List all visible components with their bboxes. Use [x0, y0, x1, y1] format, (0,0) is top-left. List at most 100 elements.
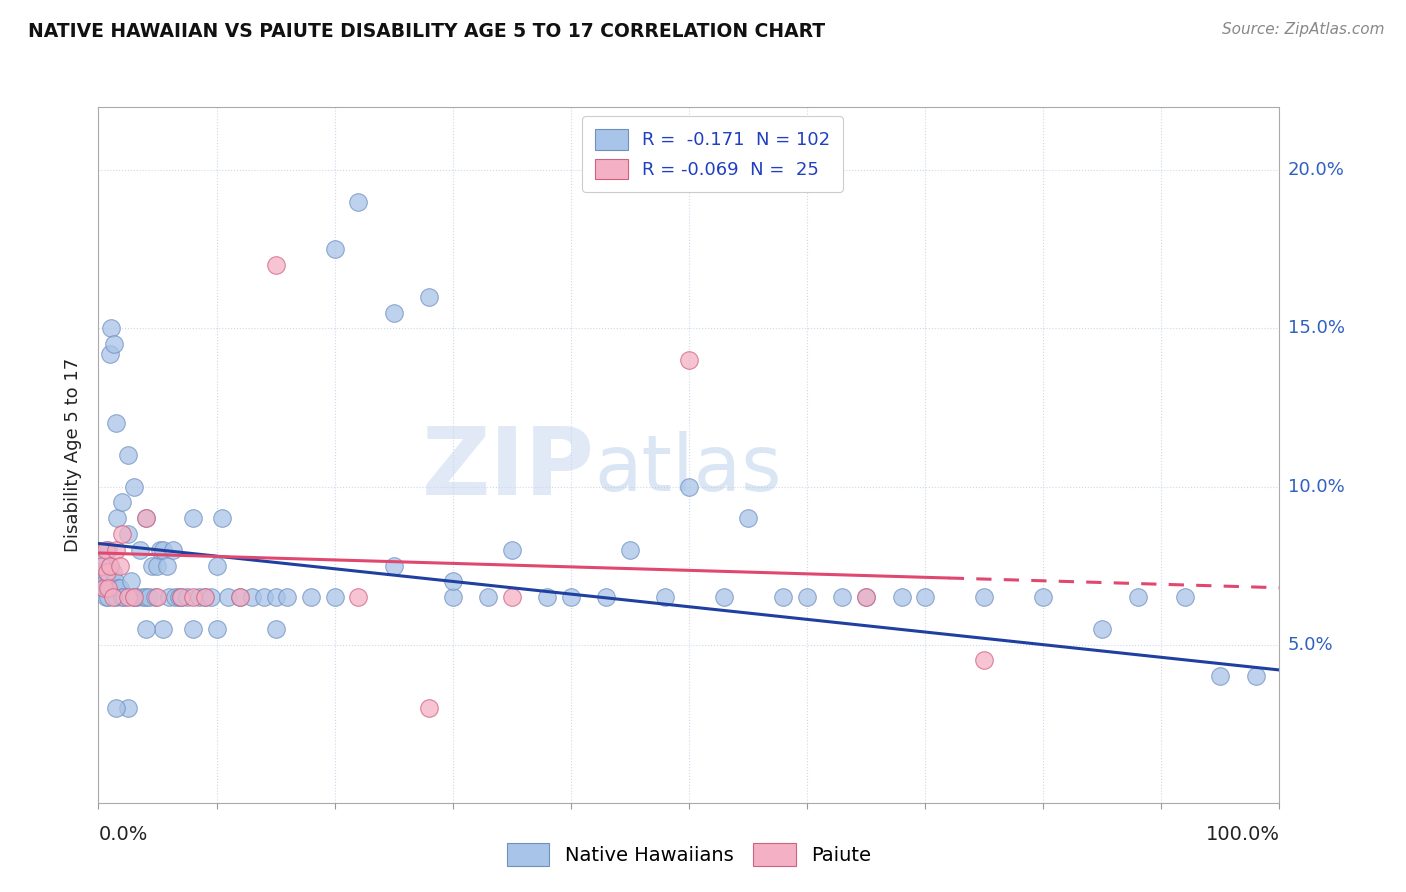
- Point: [91, 558, 114, 573]
- Point: [93, 581, 115, 595]
- Point: [441, 591, 464, 605]
- Point: [138, 591, 160, 605]
- Point: [187, 591, 209, 605]
- Point: [347, 194, 370, 209]
- Point: [93, 549, 115, 563]
- Point: [619, 542, 641, 557]
- Point: [181, 511, 204, 525]
- Point: [97, 542, 120, 557]
- Point: [914, 591, 936, 605]
- Point: [100, 321, 122, 335]
- Point: [141, 558, 163, 573]
- Point: [382, 305, 405, 319]
- Point: [117, 701, 139, 715]
- Point: [1091, 622, 1114, 636]
- Point: [211, 511, 233, 525]
- Point: [94, 574, 117, 589]
- Point: [194, 591, 217, 605]
- Point: [299, 591, 322, 605]
- Point: [146, 558, 169, 573]
- Point: [111, 591, 134, 605]
- Point: [157, 591, 180, 605]
- Point: [143, 591, 166, 605]
- Point: [146, 591, 169, 605]
- Point: [98, 574, 121, 589]
- Point: [205, 558, 228, 573]
- Point: [855, 591, 877, 605]
- Point: [101, 565, 124, 579]
- Point: [127, 591, 149, 605]
- Point: [128, 542, 150, 557]
- Point: [149, 542, 172, 557]
- Point: [111, 495, 134, 509]
- Point: [152, 622, 174, 636]
- Point: [181, 622, 204, 636]
- Point: [105, 417, 128, 431]
- Point: [122, 591, 145, 605]
- Point: [105, 701, 128, 715]
- Point: [973, 591, 995, 605]
- Point: [98, 347, 121, 361]
- Point: [323, 243, 346, 257]
- Point: [170, 591, 193, 605]
- Point: [194, 591, 217, 605]
- Point: [737, 511, 759, 525]
- Point: [253, 591, 276, 605]
- Point: [240, 591, 263, 605]
- Point: [323, 591, 346, 605]
- Point: [200, 591, 222, 605]
- Legend: R =  -0.171  N = 102, R = -0.069  N =  25: R = -0.171 N = 102, R = -0.069 N = 25: [582, 116, 842, 192]
- Point: [418, 701, 440, 715]
- Point: [107, 581, 129, 595]
- Point: [560, 591, 582, 605]
- Point: [156, 558, 179, 573]
- Point: [382, 558, 405, 573]
- Point: [105, 511, 128, 525]
- Point: [111, 527, 134, 541]
- Point: [501, 542, 523, 557]
- Point: [973, 653, 995, 667]
- Point: [217, 591, 239, 605]
- Text: 5.0%: 5.0%: [1288, 636, 1333, 654]
- Text: 10.0%: 10.0%: [1288, 477, 1344, 496]
- Point: [105, 542, 128, 557]
- Point: [890, 591, 912, 605]
- Point: [91, 568, 114, 582]
- Point: [97, 591, 120, 605]
- Text: 100.0%: 100.0%: [1205, 825, 1279, 844]
- Point: [152, 542, 174, 557]
- Point: [112, 591, 135, 605]
- Point: [678, 353, 700, 368]
- Point: [96, 565, 118, 579]
- Point: [229, 591, 252, 605]
- Point: [117, 527, 139, 541]
- Point: [104, 574, 127, 589]
- Point: [122, 479, 145, 493]
- Point: [654, 591, 676, 605]
- Point: [101, 581, 124, 595]
- Point: [135, 511, 157, 525]
- Point: [98, 581, 121, 595]
- Point: [678, 479, 700, 493]
- Point: [96, 565, 118, 579]
- Point: [93, 565, 115, 579]
- Point: [94, 542, 117, 557]
- Legend: Native Hawaiians, Paiute: Native Hawaiians, Paiute: [499, 835, 879, 873]
- Text: NATIVE HAWAIIAN VS PAIUTE DISABILITY AGE 5 TO 17 CORRELATION CHART: NATIVE HAWAIIAN VS PAIUTE DISABILITY AGE…: [28, 22, 825, 41]
- Point: [264, 622, 287, 636]
- Point: [97, 581, 120, 595]
- Point: [94, 591, 117, 605]
- Text: 0.0%: 0.0%: [98, 825, 148, 844]
- Point: [713, 591, 735, 605]
- Point: [229, 591, 252, 605]
- Point: [536, 591, 558, 605]
- Point: [135, 622, 157, 636]
- Point: [117, 591, 139, 605]
- Point: [205, 622, 228, 636]
- Point: [276, 591, 298, 605]
- Point: [595, 591, 617, 605]
- Point: [1244, 669, 1267, 683]
- Point: [91, 581, 114, 595]
- Point: [831, 591, 853, 605]
- Point: [170, 591, 193, 605]
